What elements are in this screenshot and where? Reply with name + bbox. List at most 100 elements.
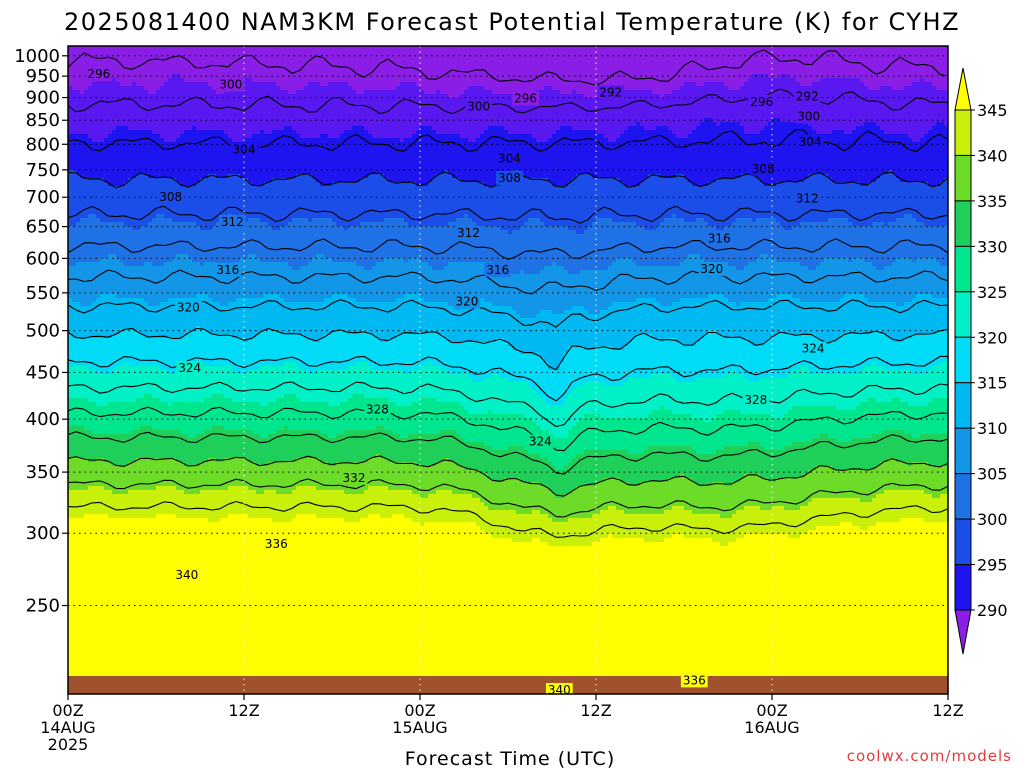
contour-label-bg	[496, 170, 523, 185]
contour-label-bg	[364, 402, 391, 417]
contour-label-bg	[484, 262, 512, 277]
colorbar-box-295	[954, 564, 972, 611]
contour-label-340: 340	[173, 567, 201, 582]
x-tick-label-h24-0: 00Z	[404, 701, 435, 720]
colorbar-tick-315: 315	[977, 374, 1008, 393]
y-tick-label-900: 900	[26, 88, 60, 109]
contour-label-text: 320	[455, 295, 478, 309]
contour-label-bg	[793, 191, 821, 206]
contour-296	[68, 129, 948, 153]
contour-label-text: 304	[498, 151, 521, 165]
contour-label-316: 316	[214, 262, 242, 277]
contour-label-312: 312	[793, 191, 821, 206]
contour-label-336: 336	[680, 673, 708, 688]
colorbar-box-305	[954, 473, 972, 520]
contour-288	[68, 49, 948, 87]
contour-label-316: 316	[484, 262, 512, 277]
y-tick-label-1000: 1000	[14, 46, 60, 67]
contour-label-bg	[157, 190, 185, 205]
colorbar-box-310	[954, 427, 972, 475]
colorbar-min-arrow	[954, 609, 972, 655]
contour-320	[68, 327, 948, 371]
contour-label-320: 320	[174, 300, 202, 315]
contour-label-bg	[793, 89, 821, 104]
contour-label-bg	[795, 109, 823, 124]
contour-292	[68, 88, 948, 115]
x-tick-label-h12-0: 12Z	[228, 701, 259, 720]
contour-label-bg	[173, 567, 201, 582]
colorbar-box-320	[954, 336, 972, 384]
y-tick-label-500: 500	[26, 321, 60, 342]
contour-label-text: 324	[529, 435, 552, 449]
contour-label-bg	[218, 214, 246, 229]
contour-label-text: 296	[87, 67, 110, 81]
contour-308	[68, 238, 948, 260]
contour-label-bg	[455, 225, 482, 240]
y-tick-label-700: 700	[26, 187, 60, 208]
contour-label-340: 340	[545, 683, 573, 697]
colorbar-tick-345: 345	[977, 101, 1008, 120]
colorbar-max-arrow	[954, 67, 972, 111]
colorbar-tick-290: 290	[977, 601, 1008, 620]
colorbar-tick-305: 305	[977, 465, 1008, 484]
colorbar-box-330	[954, 245, 972, 293]
credit-link[interactable]: coolwx.com/models	[847, 747, 1012, 765]
contour-label-bg	[705, 231, 733, 246]
contour-label-bg	[742, 392, 770, 407]
y-axis: 2503003504004505005506006507007508008509…	[14, 46, 68, 617]
x-tick-label-h36-0: 12Z	[580, 701, 611, 720]
colorbar-tick-300: 300	[977, 510, 1008, 529]
contour-344	[68, 478, 948, 518]
contour-label-text: 316	[486, 263, 509, 277]
contour-label-bg	[174, 300, 202, 315]
colorbar-box-315	[954, 382, 972, 429]
contour-label-312: 312	[455, 225, 482, 240]
x-tick-label-h0-1: 14AUG	[40, 718, 95, 737]
contour-label-296: 296	[748, 95, 776, 110]
contour-label-text: 308	[752, 162, 775, 176]
y-tick-label-950: 950	[26, 66, 60, 87]
contour-label-300: 300	[795, 109, 823, 124]
contour-label-bg	[465, 99, 493, 114]
x-axis-label: Forecast Time (UTC)	[405, 748, 615, 768]
contour-label-324: 324	[176, 361, 204, 376]
contour-336	[68, 431, 948, 475]
contour-label-text: 316	[708, 231, 731, 245]
contour-label-bg	[796, 134, 824, 149]
contour-label-text: 336	[683, 673, 706, 687]
contour-label-bg	[597, 85, 625, 100]
contour-label-text: 336	[265, 537, 288, 551]
colorbar-box-335	[954, 200, 972, 247]
colorbar-tick-340: 340	[977, 146, 1008, 165]
contour-label-bg	[217, 77, 245, 92]
contour-label-328: 328	[364, 402, 391, 417]
contour-label-text: 312	[221, 215, 244, 229]
contour-label-bg	[698, 262, 726, 277]
contour-label-text: 320	[177, 301, 200, 315]
contour-label-324: 324	[526, 434, 554, 449]
contour-label-text: 304	[799, 135, 822, 149]
contour-label-304: 304	[230, 142, 258, 157]
contour-label-296: 296	[512, 91, 539, 106]
y-tick-label-800: 800	[26, 134, 60, 155]
x-tick-label-h48-1: 16AUG	[744, 718, 799, 737]
contour-label-308: 308	[496, 170, 523, 185]
contour-label-304: 304	[496, 151, 523, 166]
contour-label-text: 296	[514, 91, 537, 105]
y-tick-label-350: 350	[26, 462, 60, 483]
contour-label-text: 300	[467, 99, 490, 113]
y-tick-label-650: 650	[26, 217, 60, 238]
contour-label-320: 320	[453, 294, 481, 309]
contour-label-bg	[176, 361, 204, 376]
contour-label-text: 332	[343, 471, 366, 485]
contour-label-300: 300	[217, 77, 245, 92]
contour-label-text: 300	[797, 110, 820, 124]
contour-label-text: 340	[548, 683, 571, 697]
contour-304	[68, 205, 948, 224]
contour-label-308: 308	[749, 161, 777, 176]
y-tick-label-400: 400	[26, 409, 60, 430]
contour-label-bg	[214, 262, 242, 277]
color-bands	[68, 46, 948, 694]
contour-label-296: 296	[85, 67, 113, 82]
contour-label-328: 328	[742, 392, 770, 407]
